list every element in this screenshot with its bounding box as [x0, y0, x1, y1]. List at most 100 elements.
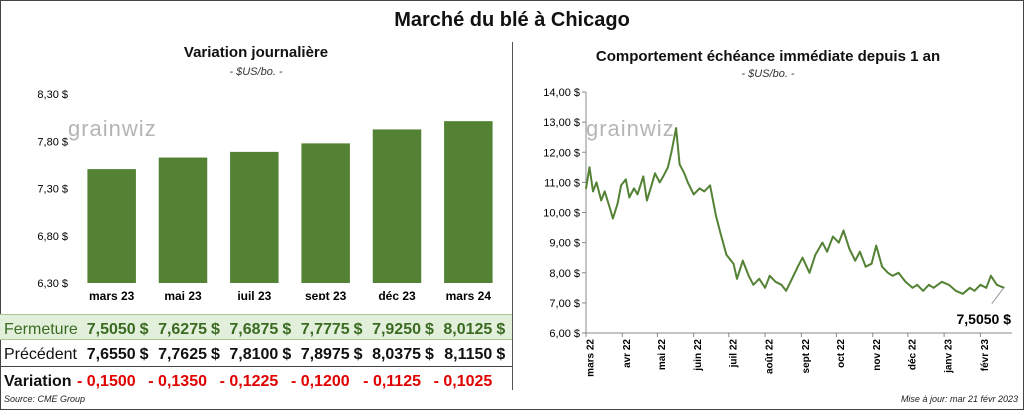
- price-point: [719, 232, 722, 235]
- price-point: [785, 289, 788, 292]
- price-point: [741, 259, 744, 262]
- price-point: [858, 250, 861, 253]
- bar: [158, 157, 208, 283]
- price-point: [814, 253, 817, 256]
- price-point: [732, 262, 735, 265]
- line-y-tick-label: 13,00 $: [543, 117, 580, 129]
- price-point: [932, 286, 935, 289]
- bar: [444, 121, 493, 283]
- price-point: [837, 241, 840, 244]
- price-point: [985, 286, 988, 289]
- table-cell-value: - 0,1500: [76, 373, 136, 390]
- panel-divider: [512, 42, 513, 390]
- bar-x-tick-label: mars 24: [446, 289, 492, 300]
- line-x-tick-label: mai 22: [657, 339, 668, 371]
- line-y-tick-label: 12,00 $: [543, 147, 580, 159]
- price-point: [592, 190, 594, 193]
- price-point: [764, 286, 766, 289]
- price-point: [995, 283, 998, 286]
- grainwiz-logo-right: grainwiz: [586, 116, 675, 141]
- left-chart-unit: - $US/bo. -: [229, 66, 283, 78]
- table-cell-value: 7,6875: [229, 321, 279, 338]
- table-cell-value: 7,8975: [300, 346, 350, 363]
- price-point: [821, 241, 824, 244]
- line-y-tick-label: 10,00 $: [543, 208, 580, 220]
- update-note: Mise à jour: mar 21 févr 2023: [900, 394, 1018, 404]
- price-point: [600, 199, 603, 202]
- price-point: [973, 289, 976, 292]
- price-point: [692, 193, 695, 196]
- table-cell-currency: $: [211, 321, 220, 338]
- bar-x-tick-label: mai 23: [164, 289, 202, 300]
- line-x-tick-label: nov 22: [872, 339, 883, 371]
- price-point: [947, 283, 950, 286]
- price-point: [595, 181, 598, 184]
- bar-y-tick-label: 7,80 $: [37, 136, 68, 148]
- bar-y-tick-label: 7,30 $: [37, 184, 68, 196]
- previous-row-label: Précédent: [4, 346, 77, 363]
- price-point: [650, 184, 653, 187]
- price-point: [990, 274, 992, 277]
- price-point: [628, 196, 631, 199]
- price-point: [662, 175, 665, 178]
- table-cell-currency: $: [139, 346, 149, 363]
- table-cell-value: - 0,1125: [363, 373, 421, 390]
- table-cell-currency: $: [353, 346, 363, 363]
- grainwiz-logo-left: grainwiz: [68, 116, 157, 141]
- line-x-tick-label: avr 22: [622, 339, 633, 368]
- table-cell-currency: $: [353, 321, 363, 338]
- table-cell-currency: $: [211, 346, 220, 363]
- price-point: [747, 274, 750, 277]
- table-cell-value: 7,8100: [229, 346, 279, 363]
- previous-row: Précédent 7,6550 $7,7625 $7,8100 $7,8975 $8,…: [0, 340, 512, 366]
- price-point: [633, 187, 635, 190]
- price-point: [940, 280, 943, 283]
- bar: [87, 169, 136, 283]
- bar-chart: 6,30 $ 6,80 $ 7,30 $ 7,80 $ 8,30 $ mars 23 mai…: [37, 89, 493, 300]
- line-x-tick-label: déc 22: [907, 339, 918, 371]
- line-y-tick-label: 9,00 $: [549, 238, 580, 250]
- price-point: [891, 274, 894, 277]
- price-series-line: [585, 127, 1005, 295]
- price-point: [620, 184, 623, 187]
- line-y-tick-label: 8,00 $: [549, 268, 580, 280]
- price-point: [703, 190, 706, 193]
- bar: [301, 143, 350, 283]
- line-x-tick-label: juil 22: [728, 339, 739, 369]
- table-cell-value: - 0,1350: [148, 373, 207, 390]
- price-point: [612, 217, 614, 220]
- price-point: [636, 193, 639, 196]
- close-row: Fermeture 7,5050 $7,6275 $7,6875 $7,7775 $7,…: [0, 314, 512, 340]
- line-x-tick-label: janv 23: [944, 339, 955, 374]
- line-x-tick-label: juin 22: [693, 339, 704, 372]
- table-cell-value: - 0,1025: [433, 373, 493, 390]
- close-row-label: Fermeture: [4, 321, 78, 338]
- price-point: [774, 280, 777, 283]
- price-point: [768, 274, 771, 277]
- price-point: [758, 277, 761, 280]
- price-point: [678, 163, 681, 166]
- price-point: [911, 286, 914, 289]
- table-cell-value: 7,6550: [86, 346, 136, 363]
- right-chart-unit: - $US/bo. -: [741, 68, 795, 80]
- price-point: [854, 259, 857, 262]
- table-cell-currency: $: [496, 346, 506, 363]
- price-point: [642, 175, 645, 178]
- table-cell-value: 8,0125: [443, 321, 493, 338]
- price-point: [881, 265, 883, 268]
- price-point: [979, 283, 982, 286]
- price-point: [801, 256, 804, 259]
- price-point: [675, 127, 678, 130]
- table-cell-currency: $: [425, 321, 434, 338]
- line-x-tick-label: sept 22: [801, 339, 812, 374]
- table-cell-currency: $: [282, 346, 292, 363]
- main-title: Marché du blé à Chicago: [394, 9, 630, 31]
- last-value-label: 7,5050 $: [957, 311, 1012, 327]
- table-cell-value: 7,7775: [300, 321, 350, 338]
- table-cell-value: 8,1150: [444, 346, 493, 363]
- price-point: [645, 199, 648, 202]
- price-point: [870, 262, 873, 265]
- source-note: Source: CME Group: [4, 394, 86, 404]
- price-point: [752, 283, 755, 286]
- price-point: [848, 247, 851, 250]
